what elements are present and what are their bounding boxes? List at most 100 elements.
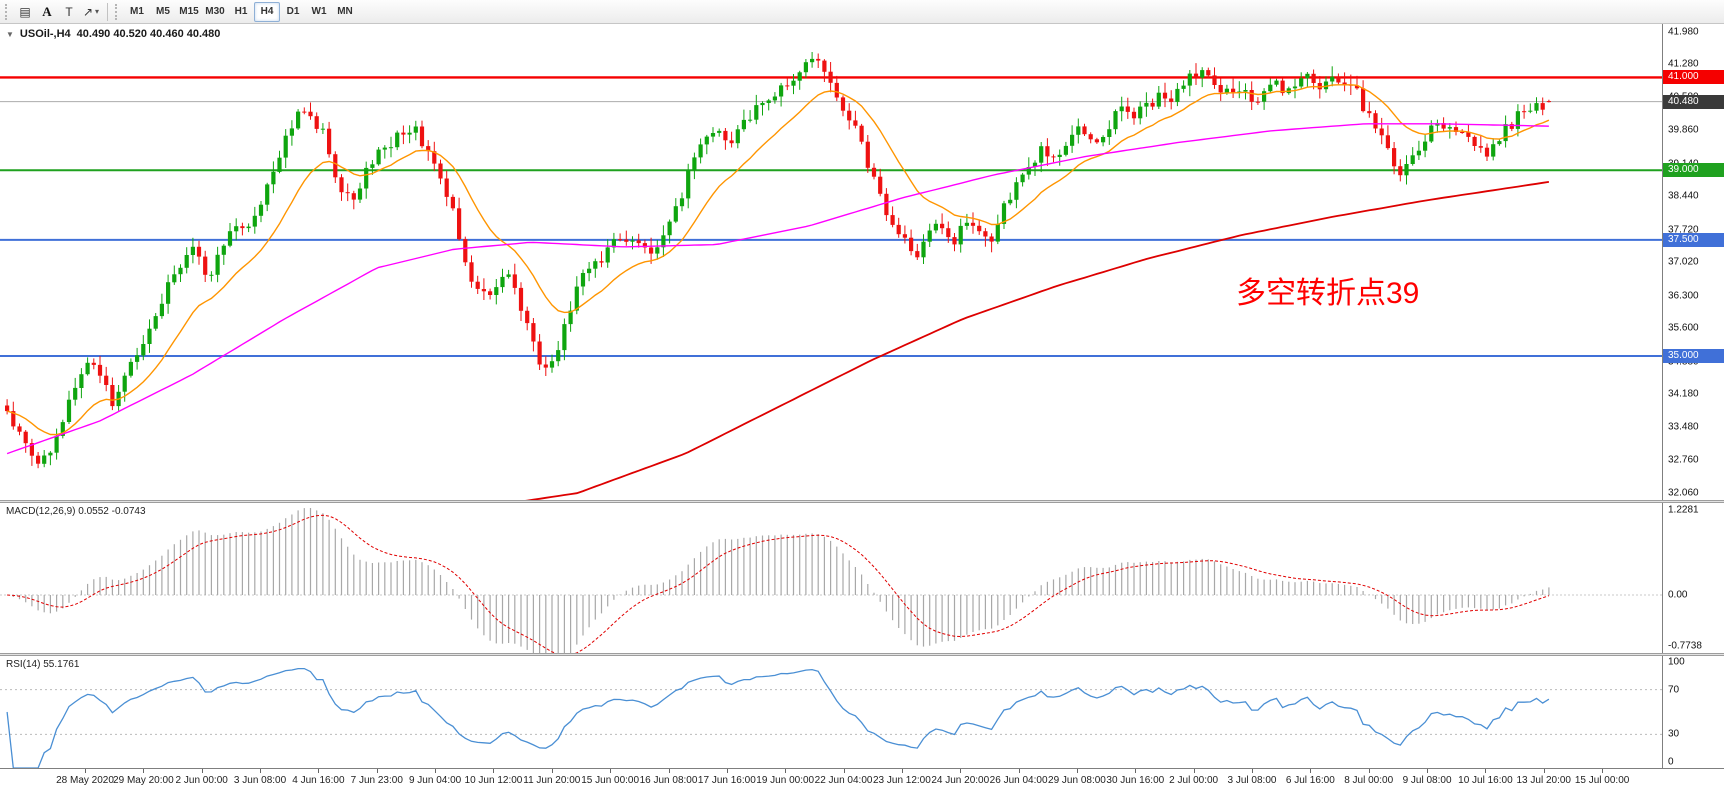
date-label: 29 May 20:00 — [113, 775, 174, 786]
macd-signal-line — [7, 514, 1550, 653]
time-tick — [1602, 769, 1604, 773]
tf-button-d1[interactable]: D1 — [280, 2, 306, 22]
rsi-tick-label: 70 — [1668, 684, 1680, 696]
text-icon: T — [65, 4, 73, 19]
rsi-tick-label: 30 — [1668, 728, 1680, 740]
date-label: 9 Jun 04:00 — [408, 775, 462, 786]
price-tick-label: 35.600 — [1668, 322, 1699, 334]
price-tick-label: 39.860 — [1668, 124, 1699, 136]
time-tick — [551, 769, 553, 773]
price-tag: 39.000 — [1663, 163, 1724, 178]
rsi-panel: 100 70 30 0 RSI(14) 55.1761 — [0, 656, 1724, 768]
time-tick — [726, 769, 728, 773]
time-tick — [143, 769, 145, 773]
date-label: 4 Jun 16:00 — [292, 775, 345, 786]
date-label: 28 May 2020 — [56, 775, 114, 786]
date-label: 10 Jul 16:00 — [1458, 775, 1513, 786]
chart-annotation[interactable]: 多空转折点39 — [1236, 277, 1420, 310]
tf-button-w1[interactable]: W1 — [306, 2, 332, 22]
main-chart-panel: 41.98041.28040.58039.86039.14038.44037.7… — [0, 24, 1724, 500]
chart-header: ▼ USOil-,H4 40.490 40.520 40.460 40.480 — [6, 28, 220, 40]
time-tick — [493, 769, 495, 773]
date-label: 16 Jun 08:00 — [639, 775, 698, 786]
time-tick — [843, 769, 845, 773]
chevron-down-icon: ▾ — [95, 7, 100, 16]
time-tick — [1018, 769, 1020, 773]
time-tick — [1485, 769, 1487, 773]
toolbar-separator — [107, 2, 108, 21]
date-label: 2 Jun 00:00 — [175, 775, 228, 786]
date-label: 23 Jun 12:00 — [872, 775, 931, 786]
time-axis[interactable]: 28 May 2020 29 May 20:00 2 Jun 00:00 3 Jun … — [0, 768, 1724, 793]
time-tick — [1427, 769, 1429, 773]
date-label: 15 Jun 00:00 — [581, 775, 640, 786]
time-tick — [901, 769, 903, 773]
tf-button-m5[interactable]: M5 — [150, 2, 176, 22]
date-label: 17 Jun 16:00 — [697, 775, 756, 786]
date-label: 6 Jul 16:00 — [1285, 775, 1335, 786]
date-label: 7 Jun 23:00 — [350, 775, 403, 786]
date-label: 13 Jul 20:00 — [1516, 775, 1572, 786]
price-tick-label: 36.300 — [1668, 290, 1699, 302]
price-tick-label: 32.760 — [1668, 454, 1699, 466]
price-tick-label: 34.180 — [1668, 388, 1699, 400]
arrow-tool-icon: ↗ — [82, 4, 94, 19]
time-tick — [318, 769, 320, 773]
toolbar-grip[interactable] — [115, 3, 119, 20]
macd-canvas[interactable] — [0, 503, 1662, 653]
panel-separator[interactable] — [0, 653, 1724, 656]
rsi-canvas[interactable] — [0, 656, 1662, 768]
price-tick-label: 32.060 — [1668, 487, 1699, 499]
time-tick — [1310, 769, 1312, 773]
ma-red-line — [525, 181, 1550, 500]
tf-button-m30[interactable]: M30 — [202, 2, 228, 22]
price-tag: 41.000 — [1663, 70, 1724, 85]
rsi-line — [6, 667, 1550, 768]
text-tool-button[interactable]: T — [58, 2, 80, 22]
macd-label: MACD(12,26,9) 0.0552 -0.0743 — [6, 506, 146, 517]
macd-histogram — [12, 508, 1550, 653]
price-tick-label: 41.280 — [1668, 58, 1699, 70]
tf-button-h1[interactable]: H1 — [228, 2, 254, 22]
tf-button-m1[interactable]: M1 — [124, 2, 150, 22]
time-tick — [85, 769, 86, 773]
time-tick — [1193, 769, 1195, 773]
time-tick — [1368, 769, 1370, 773]
price-tag: 35.000 — [1663, 349, 1724, 364]
date-label: 3 Jul 08:00 — [1227, 775, 1277, 786]
price-tick-label: 41.980 — [1668, 26, 1699, 38]
price-tick-label: 37.020 — [1668, 256, 1699, 268]
charts-icon[interactable]: ▤ — [14, 2, 36, 22]
ma-orange-line — [6, 84, 1550, 436]
date-label: 26 Jun 04:00 — [989, 775, 1048, 786]
price-tag: 37.500 — [1663, 232, 1724, 247]
date-label: 15 Jul 00:00 — [1574, 775, 1630, 786]
time-tick — [1543, 769, 1545, 773]
macd-tick-label: 0.00 — [1668, 589, 1688, 601]
macd-axis[interactable]: 1.2281 0.00 -0.7738 — [1662, 503, 1724, 653]
price-chart-canvas[interactable] — [0, 24, 1662, 500]
price-tag: 40.480 — [1663, 94, 1724, 109]
ohlc-readout: 40.490 40.520 40.460 40.480 — [76, 28, 221, 40]
time-tick — [785, 769, 787, 773]
tf-button-mn[interactable]: MN — [332, 2, 358, 22]
arrow-tool-dropdown[interactable]: ↗ ▾ — [80, 2, 102, 22]
text-label-icon: A — [42, 3, 52, 19]
time-tick — [260, 769, 262, 773]
text-label-button[interactable]: A — [36, 2, 58, 22]
rsi-axis[interactable]: 100 70 30 0 — [1662, 656, 1724, 768]
candlestick-series — [5, 52, 1551, 469]
rsi-label: RSI(14) 55.1761 — [6, 659, 80, 670]
price-axis[interactable]: 41.98041.28040.58039.86039.14038.44037.7… — [1662, 24, 1724, 500]
time-tick — [668, 769, 670, 773]
date-label: 8 Jul 00:00 — [1344, 775, 1394, 786]
collapse-arrow-icon[interactable]: ▼ — [6, 29, 14, 39]
tf-button-m15[interactable]: M15 — [176, 2, 202, 22]
rsi-tick-label: 100 — [1668, 656, 1685, 668]
tf-button-h4[interactable]: H4 — [254, 1, 280, 22]
panel-separator[interactable] — [0, 500, 1724, 503]
date-label: 3 Jun 08:00 — [233, 775, 287, 786]
toolbar-grip[interactable] — [5, 3, 9, 20]
time-tick — [1252, 769, 1253, 773]
time-tick — [610, 769, 612, 773]
